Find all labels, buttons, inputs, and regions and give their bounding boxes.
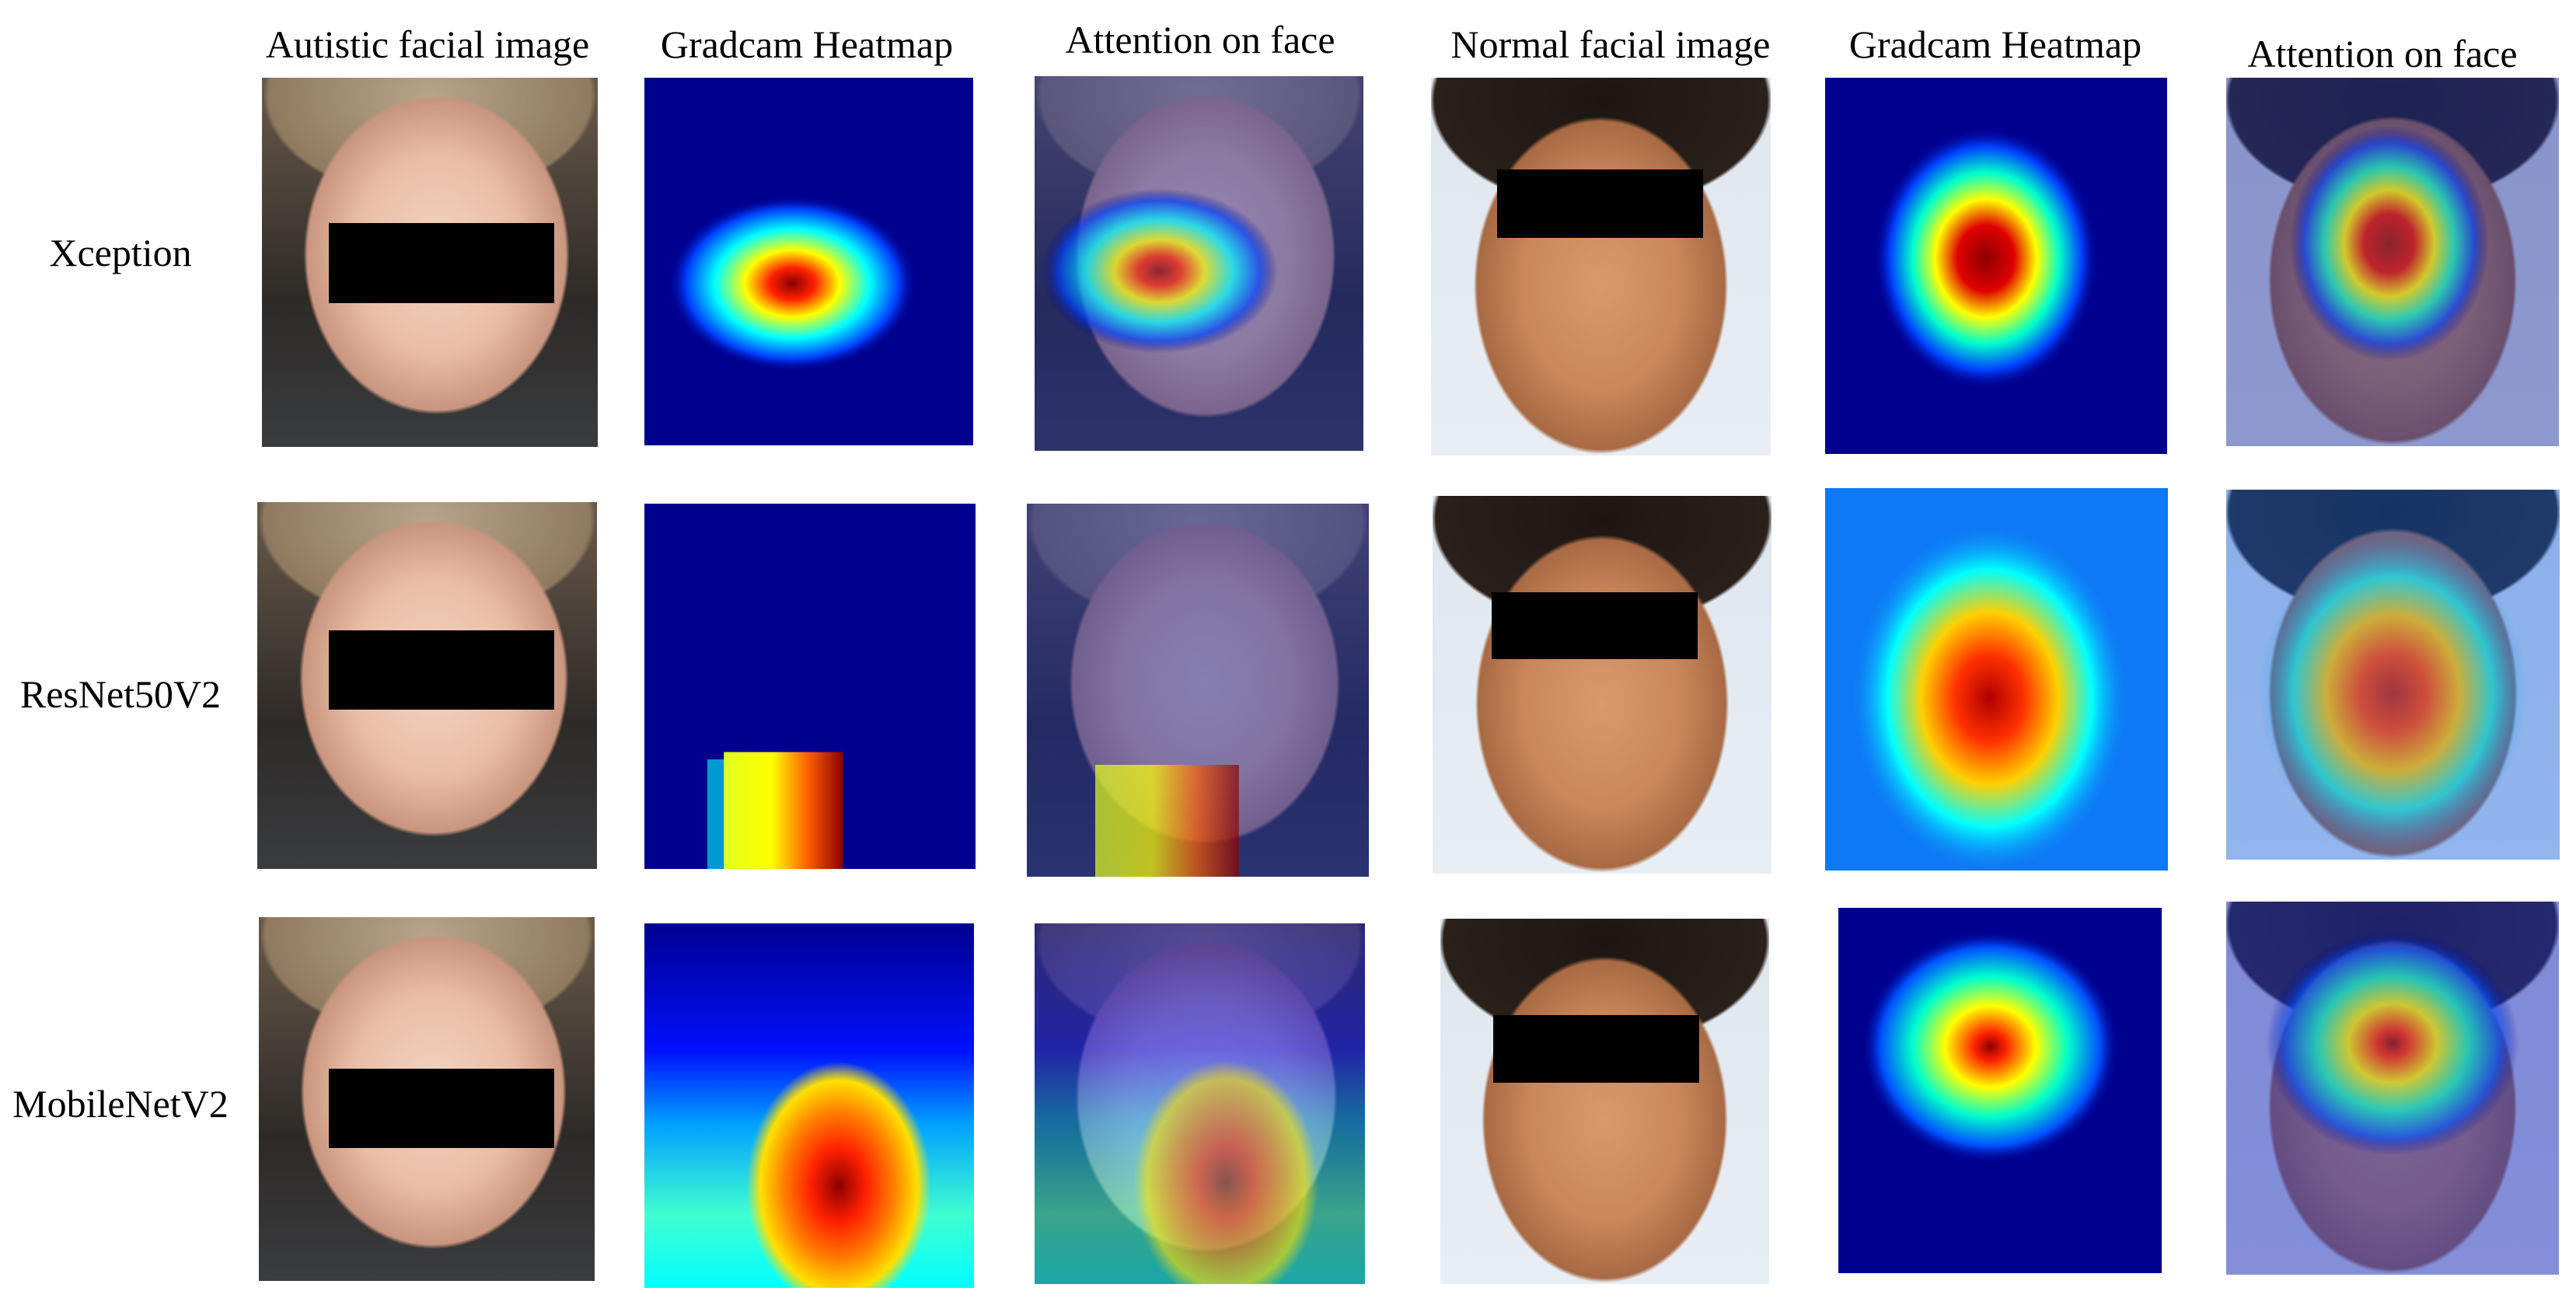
eye-censor-bar xyxy=(1492,592,1698,659)
autistic-face-xception xyxy=(262,78,598,447)
eye-censor-bar xyxy=(1497,169,1703,238)
autistic-face-resnet50v2 xyxy=(257,502,597,869)
eye-censor-bar xyxy=(1493,1015,1699,1083)
column-title-autistic: Autistic facial image xyxy=(265,23,590,66)
normal-face-xception xyxy=(1431,78,1771,455)
eye-censor-bar xyxy=(329,223,554,303)
column-title-normal: Normal facial image xyxy=(1450,23,1771,66)
eye-censor-bar xyxy=(329,1069,554,1148)
row-label-mobilenetv2: MobileNetV2 xyxy=(12,1082,229,1125)
attention-overlay-mobilenetv2-autistic xyxy=(1035,923,1365,1284)
autistic-face-mobilenetv2 xyxy=(259,917,595,1281)
eye-censor-bar xyxy=(329,630,554,710)
attention-overlay-mobilenetv2-normal xyxy=(2226,902,2559,1275)
column-title-attention-2: Attention on face xyxy=(2247,32,2518,75)
gradcam-heatmap-resnet50v2-normal xyxy=(1825,488,2168,871)
gradcam-heatmap-xception-autistic xyxy=(644,78,973,445)
attention-overlay-resnet50v2-normal xyxy=(2226,490,2560,860)
row-label-resnet50v2: ResNet50V2 xyxy=(19,672,222,716)
gradcam-heatmap-mobilenetv2-autistic xyxy=(644,923,974,1288)
attention-overlay-xception-autistic xyxy=(1035,76,1363,451)
row-label-xception: Xception xyxy=(49,231,192,274)
gradcam-heatmap-resnet50v2-autistic xyxy=(644,504,976,869)
normal-face-mobilenetv2 xyxy=(1440,919,1769,1284)
gradcam-heatmap-mobilenetv2-normal xyxy=(1838,908,2162,1273)
column-title-gradcam-2: Gradcam Heatmap xyxy=(1848,23,2142,66)
attention-overlay-xception-normal xyxy=(2226,78,2559,446)
attention-overlay-resnet50v2-autistic xyxy=(1027,504,1369,877)
gradcam-heatmap-xception-normal xyxy=(1825,78,2167,454)
normal-face-resnet50v2 xyxy=(1433,496,1771,874)
column-title-attention-1: Attention on face xyxy=(1065,18,1335,61)
column-title-gradcam-1: Gradcam Heatmap xyxy=(660,23,954,66)
